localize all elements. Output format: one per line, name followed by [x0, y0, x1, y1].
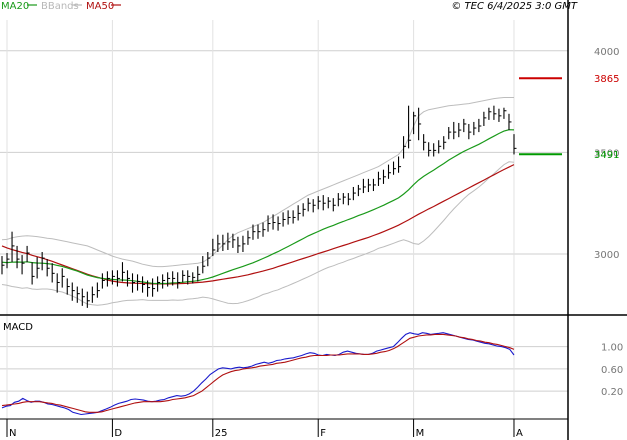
price-line-ma50 [1, 164, 515, 285]
price-line-ma20 [1, 129, 515, 285]
macd-y-ticks: 0.20 0.60 1.00 [601, 343, 623, 399]
macd-series [1, 332, 515, 416]
legend-ma50-label: MA50 [86, 1, 114, 12]
level-markers: 3865 3491 [519, 74, 619, 161]
price-y-tick-label: 3000 [594, 250, 619, 261]
macd-line-signal [1, 333, 515, 413]
macd-grid [0, 316, 568, 419]
price-bars [1, 105, 517, 308]
copyright-text: © TEC 6/4/2025 3:0 GMT [451, 1, 578, 12]
macd-y-tick-label: 0.20 [601, 387, 623, 398]
price-series [1, 97, 515, 306]
x-tick-label: D [114, 428, 122, 439]
x-tick-label: N [9, 428, 16, 439]
legend: MA20 BBands MA50 [1, 1, 121, 12]
price-y-tick-label: 3500 [594, 148, 619, 159]
x-ticks: N D 25 F M A [6, 419, 523, 439]
x-tick-label: 25 [215, 428, 228, 439]
legend-ma20-label: MA20 [1, 1, 29, 12]
macd-title: MACD [3, 322, 33, 333]
x-tick-label: A [516, 428, 523, 439]
legend-bbands-label: BBands [41, 1, 79, 12]
price-y-ticks: 3000 3500 4000 [594, 47, 619, 261]
macd-line-macd [1, 332, 515, 416]
x-tick-label: F [320, 428, 326, 439]
level-label: 3491 [594, 150, 619, 161]
level-label: 3865 [594, 74, 619, 85]
price-grid [0, 20, 568, 315]
macd-y-tick-label: 1.00 [601, 343, 623, 354]
x-tick-label: M [416, 428, 425, 439]
price-y-tick-label: 4000 [594, 47, 619, 58]
macd-y-tick-label: 0.60 [601, 365, 623, 376]
